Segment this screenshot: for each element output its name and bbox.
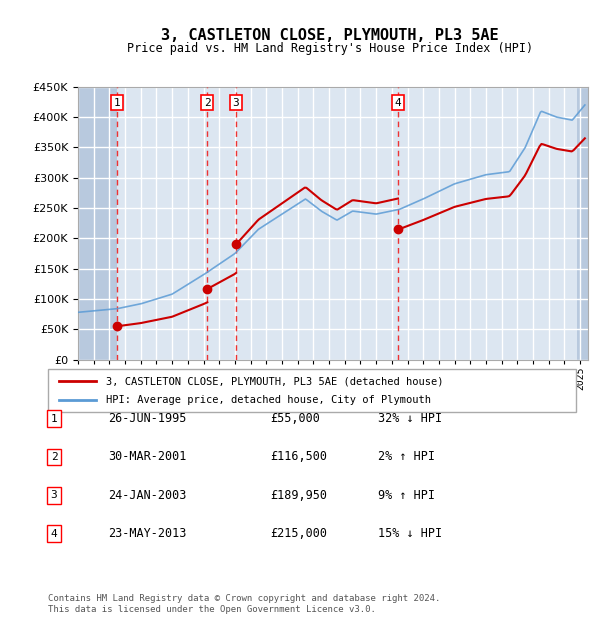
- Text: 1: 1: [113, 98, 121, 108]
- Text: £189,950: £189,950: [270, 489, 327, 502]
- FancyBboxPatch shape: [48, 369, 576, 412]
- Text: 9% ↑ HPI: 9% ↑ HPI: [378, 489, 435, 502]
- Text: £55,000: £55,000: [270, 412, 320, 425]
- Text: Price paid vs. HM Land Registry's House Price Index (HPI): Price paid vs. HM Land Registry's House …: [127, 42, 533, 55]
- Text: 2: 2: [50, 452, 58, 462]
- Text: 30-MAR-2001: 30-MAR-2001: [108, 451, 187, 463]
- Text: 3, CASTLETON CLOSE, PLYMOUTH, PL3 5AE (detached house): 3, CASTLETON CLOSE, PLYMOUTH, PL3 5AE (d…: [106, 376, 443, 386]
- Bar: [577, 87, 588, 360]
- Text: 24-JAN-2003: 24-JAN-2003: [108, 489, 187, 502]
- Text: 26-JUN-1995: 26-JUN-1995: [108, 412, 187, 425]
- Text: 3, CASTLETON CLOSE, PLYMOUTH, PL3 5AE: 3, CASTLETON CLOSE, PLYMOUTH, PL3 5AE: [161, 28, 499, 43]
- Text: 2: 2: [204, 98, 211, 108]
- Text: Contains HM Land Registry data © Crown copyright and database right 2024.
This d: Contains HM Land Registry data © Crown c…: [48, 595, 440, 614]
- Text: 1: 1: [50, 414, 58, 423]
- Text: 3: 3: [50, 490, 58, 500]
- Text: £215,000: £215,000: [270, 528, 327, 540]
- Text: 4: 4: [50, 529, 58, 539]
- Text: £116,500: £116,500: [270, 451, 327, 463]
- Text: 2% ↑ HPI: 2% ↑ HPI: [378, 451, 435, 463]
- Text: 3: 3: [233, 98, 239, 108]
- Bar: [78, 87, 117, 360]
- Text: 32% ↓ HPI: 32% ↓ HPI: [378, 412, 442, 425]
- Text: 15% ↓ HPI: 15% ↓ HPI: [378, 528, 442, 540]
- Text: 23-MAY-2013: 23-MAY-2013: [108, 528, 187, 540]
- Text: HPI: Average price, detached house, City of Plymouth: HPI: Average price, detached house, City…: [106, 395, 431, 405]
- Text: 4: 4: [395, 98, 401, 108]
